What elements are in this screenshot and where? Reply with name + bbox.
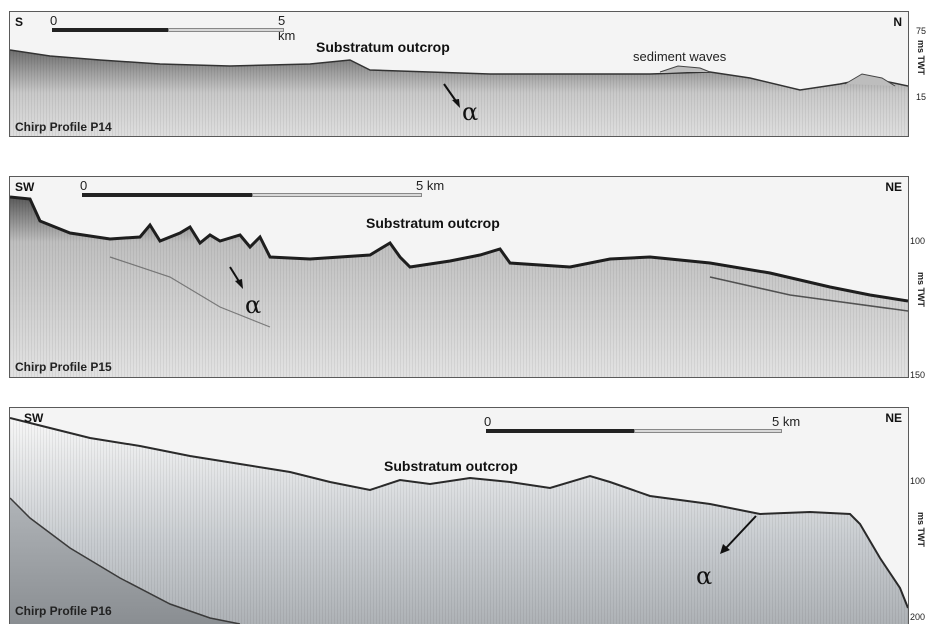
direction-label-right: N bbox=[893, 15, 902, 29]
scale-start: 0 bbox=[80, 178, 88, 193]
profile-panel-p14: S N Substratum outcrop sediment waves α … bbox=[9, 11, 909, 137]
scale-end: 5 km bbox=[772, 414, 801, 429]
axis-tick-label: 150 bbox=[910, 370, 926, 380]
axis-unit-label: ms TWT bbox=[916, 512, 926, 547]
scale-start: 0 bbox=[484, 414, 492, 429]
alpha-arrow-p16 bbox=[725, 515, 757, 549]
direction-label-right: NE bbox=[885, 411, 902, 425]
alpha-label: α bbox=[462, 98, 479, 126]
profile-panel-p16: SW NE Substratum outcrop α Chirp Profile… bbox=[9, 407, 909, 624]
axis-tick-label: 100 bbox=[910, 476, 926, 486]
outcrop-label: Substratum outcrop bbox=[316, 39, 450, 55]
scale-start: 0 bbox=[50, 13, 58, 28]
sediment-waves-label: sediment waves bbox=[633, 49, 727, 64]
axis-tick-label: 100 bbox=[910, 236, 926, 246]
scale-bar: 0 5 km bbox=[484, 414, 814, 433]
direction-label-left: S bbox=[15, 15, 24, 29]
alpha-label: α bbox=[245, 291, 262, 319]
scale-end: 5 km bbox=[416, 178, 445, 193]
alpha-label: α bbox=[696, 562, 713, 590]
profile-panel-p15: SW NE Substratum outcrop α Chirp Profile… bbox=[9, 176, 909, 378]
profile-name: Chirp Profile P16 bbox=[15, 604, 112, 618]
axis-unit-label: ms TWT bbox=[916, 40, 926, 75]
axis-tick-label: 15 bbox=[916, 92, 927, 102]
seismic-image-p16 bbox=[10, 417, 908, 624]
profile-name: Chirp Profile P15 bbox=[15, 360, 112, 374]
axis-tick-label: 75 bbox=[916, 26, 927, 36]
seismic-image-p14 bbox=[10, 49, 908, 136]
outcrop-label: Substratum outcrop bbox=[366, 215, 500, 231]
axis-tick-label: 200 bbox=[910, 612, 926, 622]
profile-name: Chirp Profile P14 bbox=[15, 120, 112, 134]
seismic-image-p15 bbox=[10, 195, 908, 377]
scale-bar: 0 5 km bbox=[50, 13, 295, 43]
direction-label-left: SW bbox=[24, 411, 44, 425]
direction-label-right: NE bbox=[885, 180, 902, 194]
direction-label-left: SW bbox=[15, 180, 35, 194]
scale-bar: 0 5 km bbox=[80, 178, 460, 197]
outcrop-label: Substratum outcrop bbox=[384, 458, 518, 474]
axis-unit-label: ms TWT bbox=[916, 272, 926, 307]
